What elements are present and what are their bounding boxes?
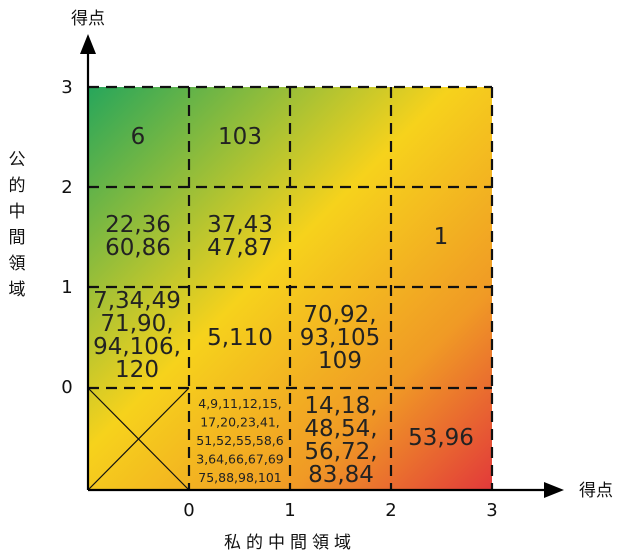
- cell-line: 22,36: [105, 212, 171, 238]
- cell-line: 120: [115, 357, 159, 383]
- y-title-char: 公: [9, 150, 26, 170]
- cell-line: 1: [434, 224, 449, 250]
- cell-line: 5,110: [207, 325, 273, 351]
- cell-r0c2: 14,18, 48,54, 56,72, 83,84: [304, 393, 377, 488]
- cell-line: 109: [318, 348, 362, 374]
- cell-line: 4,9,11,12,15,: [198, 396, 282, 411]
- y-title-char: 域: [9, 280, 26, 300]
- cell-r1c1: 5,110: [207, 325, 273, 351]
- cell-r0c3: 53,96: [408, 425, 474, 451]
- x-axis-arrowhead: [544, 482, 564, 498]
- cell-line: 60,86: [105, 235, 171, 261]
- cell-line: 71,90,: [100, 311, 173, 337]
- cell-line: 94,106,: [93, 334, 181, 360]
- cell-line: 53,96: [408, 425, 474, 451]
- cell-line: 17,20,23,41,: [200, 415, 280, 430]
- y-title-char: 間: [9, 228, 26, 248]
- y-tick-label: 1: [61, 277, 72, 298]
- x-axis-score-label: 得点: [579, 481, 613, 501]
- y-title-char: 的: [9, 176, 26, 196]
- y-title-char: 中: [9, 202, 26, 222]
- cell-r3c1: 103: [218, 124, 262, 150]
- cell-r2c3: 1: [434, 224, 449, 250]
- x-tick-label: 2: [385, 500, 396, 521]
- cell-line: 7,34,49: [93, 288, 181, 314]
- cell-r1c2: 70,92, 93,105 109: [300, 302, 380, 374]
- cell-line: 75,88,98,101: [198, 470, 282, 485]
- cell-r3c0: 6: [131, 124, 146, 150]
- cell-line: 6: [131, 124, 146, 150]
- cell-line: 14,18,: [304, 393, 377, 419]
- cell-line: 47,87: [207, 235, 273, 261]
- y-title-char: 領: [9, 254, 26, 274]
- cell-line: 56,72,: [304, 439, 377, 465]
- cell-line: 3,64,66,67,69: [196, 452, 284, 467]
- cross-mark: [87, 387, 190, 491]
- y-tick-label: 2: [61, 177, 72, 198]
- cell-line: 51,52,55,58,6: [196, 433, 284, 448]
- y-axis-title: 公 的 中 間 領 域: [9, 150, 26, 300]
- cell-line: 103: [218, 124, 262, 150]
- cell-line: 37,43: [207, 212, 273, 238]
- dashed-grid: [88, 85, 494, 490]
- y-axis-arrowhead: [80, 34, 96, 54]
- x-tick-label: 0: [183, 500, 194, 521]
- y-axis-score-label: 得点: [71, 9, 105, 29]
- cell-r2c1: 37,43 47,87: [207, 212, 273, 261]
- y-tick-label: 3: [61, 77, 72, 98]
- x-tick-labels: 0 1 2 3: [183, 500, 497, 521]
- axes: [86, 48, 545, 492]
- y-tick-label: 0: [61, 377, 72, 398]
- cell-line: 70,92,: [303, 302, 376, 328]
- cell-r1c0: 7,34,49 71,90, 94,106, 120: [93, 288, 181, 383]
- cell-r0c1: 4,9,11,12,15, 17,20,23,41, 51,52,55,58,6 3,…: [196, 396, 284, 485]
- cell-line: 48,54,: [304, 416, 377, 442]
- x-axis-title: 私的中間領域: [224, 533, 356, 553]
- cell-line: 93,105: [300, 325, 380, 351]
- y-tick-labels: 3 2 1 0: [61, 77, 72, 398]
- cell-line: 83,84: [308, 462, 374, 488]
- cell-r2c0: 22,36 60,86: [105, 212, 171, 261]
- x-tick-label: 3: [486, 500, 497, 521]
- x-tick-label: 1: [284, 500, 295, 521]
